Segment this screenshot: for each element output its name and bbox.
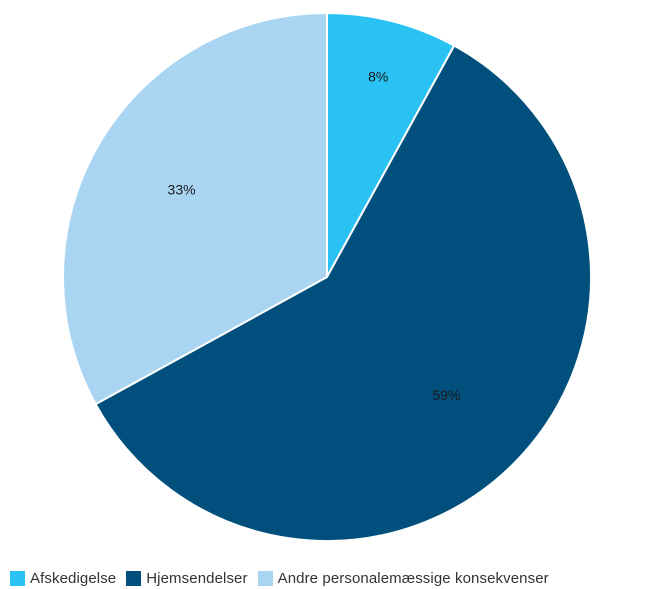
legend-swatch xyxy=(257,570,273,586)
chart-legend: Afskedigelse Hjemsendelser Andre persona… xyxy=(10,568,549,588)
legend-item-andre-personalemaessige-konsekvenser[interactable]: Andre personalemæssige konsekvenser xyxy=(257,569,549,587)
pie-slices xyxy=(62,12,592,542)
legend-label: Andre personalemæssige konsekvenser xyxy=(277,569,549,587)
legend-swatch xyxy=(10,570,25,586)
legend-item-hjemsendelser[interactable]: Hjemsendelser xyxy=(126,570,247,587)
pie-slice-hjemsendelser[interactable] xyxy=(94,44,592,542)
slice-value-label: 59% xyxy=(432,387,460,403)
legend-item-afskedigelse[interactable]: Afskedigelse xyxy=(10,570,116,587)
slice-value-label: 33% xyxy=(168,182,196,198)
pie-slice-afskedigelse[interactable] xyxy=(326,12,456,278)
legend-label: Afskedigelse xyxy=(30,569,117,587)
slice-value-label: 8% xyxy=(368,68,388,84)
pie-labels: 8% 59% 33% xyxy=(168,68,461,403)
legend-swatch xyxy=(126,570,142,586)
legend-label: Hjemsendelser xyxy=(146,569,248,587)
pie-slice-andre-personalemaessige-konsekvenser[interactable] xyxy=(62,12,328,406)
